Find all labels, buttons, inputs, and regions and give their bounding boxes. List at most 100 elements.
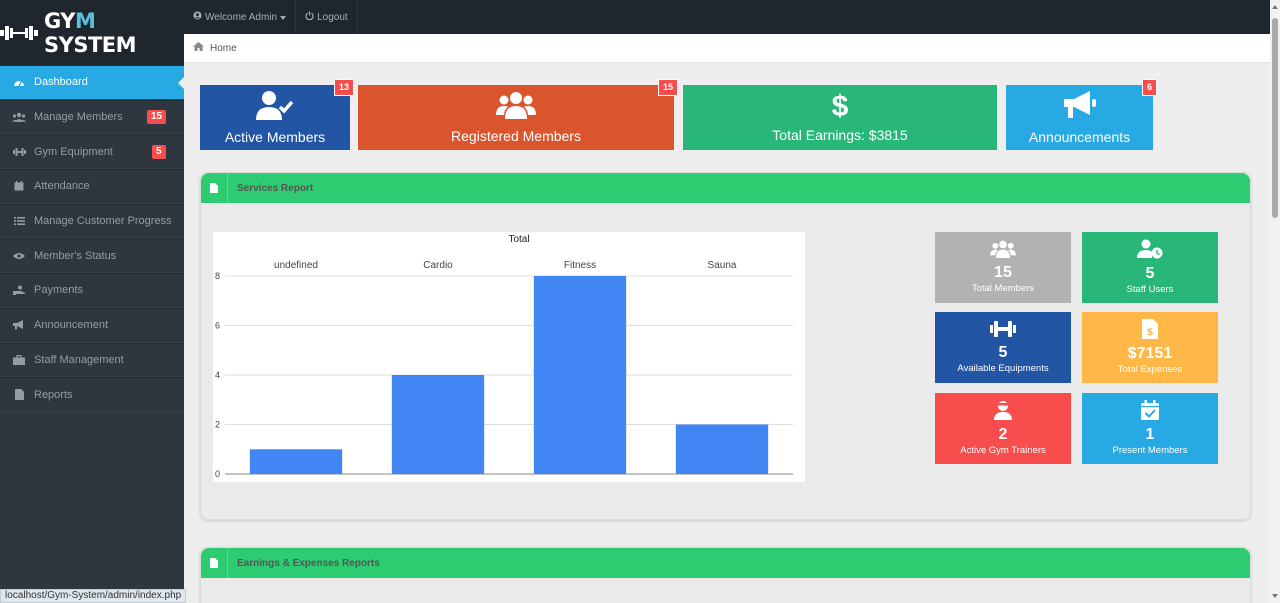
announcements-box[interactable]: Announcements 6 [1006,79,1157,150]
users-icon [12,111,26,123]
sidebar-item-reports[interactable]: Reports [0,377,184,412]
sidebar-item-payments[interactable]: Payments [0,273,184,308]
sidebar-item-member-status[interactable]: Member's Status [0,238,184,274]
scrollbar-thumb[interactable] [1272,18,1278,218]
trainer-icon [993,400,1013,425]
total-expenses-value: $7151 [1127,345,1173,362]
present-members-tile[interactable]: 1 Present Members [1082,393,1218,464]
file-icon [201,173,228,203]
announcements-badge: 6 [1141,79,1157,96]
sidebar-item-attendance[interactable]: Attendance [0,169,184,204]
logo-text-accent: M [74,8,96,33]
chart-title: Total [508,234,529,245]
sidebar-item-label: Manage Members [34,111,123,124]
sidebar-item-label: Gym Equipment [34,145,113,158]
available-equipments-label: Available Equipments [957,363,1049,374]
total-members-label: Total Members [971,283,1035,294]
users-icon [496,91,536,122]
sidebar-item-label: Dashboard [34,76,88,89]
scroll-down-arrow-icon[interactable] [1272,594,1278,598]
file-icon [201,548,228,578]
y-tick-label: 0 [215,469,220,479]
present-members-value: 1 [1145,426,1155,443]
scroll-up-arrow-icon[interactable] [1272,5,1278,9]
sidebar-item-announcement[interactable]: Announcement [0,307,184,343]
user-check-icon [256,90,294,123]
calendar-check-icon [1141,400,1159,425]
widget-title: Earnings & Expenses Reports [237,557,380,569]
sidebar-item-label: Attendance [34,180,90,193]
user-circle-icon [193,11,202,23]
widget-header: Services Report [201,173,1250,203]
page-scrollbar[interactable] [1270,0,1280,603]
sidebar-item-label: Payments [34,284,83,297]
members-count-badge: 15 [147,110,167,125]
y-tick-label: 2 [215,420,220,430]
services-bar-chart: Total 0 2 4 6 8 undefined Cardio Fitness Sauna [215,234,793,479]
caret-down-icon [280,12,287,23]
list-icon [12,215,26,227]
megaphone-icon [1062,90,1098,123]
dumbbell-icon [990,320,1016,343]
file-icon [12,389,26,401]
bar [675,424,769,474]
top-navbar: Welcome Admin Logout [184,0,1270,34]
staff-users-value: 5 [1145,265,1155,282]
sidebar-menu: Dashboard Manage Members 15 Gym Equipmen… [0,65,185,412]
active-trainers-value: 2 [998,426,1008,443]
staff-users-tile[interactable]: 5 Staff Users [1082,232,1218,303]
staff-users-label: Staff Users [1126,284,1174,295]
x-category-label: Cardio [423,260,453,271]
sidebar-item-label: Announcement [34,319,108,332]
home-icon [193,42,204,54]
y-tick-label: 4 [215,370,220,380]
sidebar-item-label: Manage Customer Progress [34,215,172,228]
total-earnings-box[interactable]: $ Total Earnings: $3815 [683,85,997,150]
sidebar-item-gym-equipment[interactable]: Gym Equipment 5 [0,134,184,170]
earnings-expenses-widget: Earnings & Expenses Reports [200,547,1251,603]
invoice-dollar-icon: $ [1142,319,1158,344]
briefcase-icon [12,354,26,366]
calendar-icon [12,180,26,192]
equipment-count-badge: 5 [152,144,166,159]
logout-text: Logout [317,11,348,23]
welcome-dropdown[interactable]: Welcome Admin [184,0,297,34]
users-icon [990,240,1016,263]
active-trainers-label: Active Gym Trainers [960,445,1046,456]
sidebar-item-label: Reports [34,388,73,401]
sidebar-item-customer-progress[interactable]: Manage Customer Progress [0,203,184,239]
megaphone-icon [12,319,26,331]
sidebar: GYM SYSTEM Dashboard Manage Members 15 G… [0,0,185,603]
sidebar-item-manage-members[interactable]: Manage Members 15 [0,99,184,135]
bar [391,375,485,474]
bar [533,276,627,474]
announcements-label: Announcements [1028,129,1131,145]
x-category-label: Sauna [708,260,737,271]
sidebar-item-label: Member's Status [34,249,117,262]
widget-header: Earnings & Expenses Reports [201,548,1250,578]
dumbbell-logo-icon [0,24,38,42]
sidebar-item-dashboard[interactable]: Dashboard [0,65,185,100]
power-icon [305,11,314,23]
logout-button[interactable]: Logout [296,0,358,34]
welcome-text: Welcome Admin [205,11,278,23]
breadcrumb-home-link[interactable]: Home [210,42,237,54]
x-category-label: Fitness [564,260,596,271]
active-members-label: Active Members [224,129,326,145]
dollar-icon: $ [831,89,849,123]
logo-text-system: SYSTEM [44,32,137,57]
sidebar-item-staff-management[interactable]: Staff Management [0,342,184,378]
active-trainers-tile[interactable]: 2 Active Gym Trainers [935,393,1071,464]
active-members-box[interactable]: Active Members 13 [200,79,354,150]
available-equipments-tile[interactable]: 5 Available Equipments [935,312,1071,383]
logo[interactable]: GYM SYSTEM [0,0,184,65]
breadcrumb: Home [184,34,1270,63]
svg-text:$: $ [1147,327,1154,338]
registered-members-badge: 15 [657,79,678,96]
dumbbell-icon [12,146,26,158]
registered-members-label: Registered Members [451,128,581,144]
total-expenses-tile[interactable]: $ $7151 Total Expenses [1082,312,1218,383]
registered-members-box[interactable]: Registered Members 15 [358,79,678,150]
total-members-tile[interactable]: 15 Total Members [935,232,1071,303]
x-category-label: undefined [274,260,318,271]
